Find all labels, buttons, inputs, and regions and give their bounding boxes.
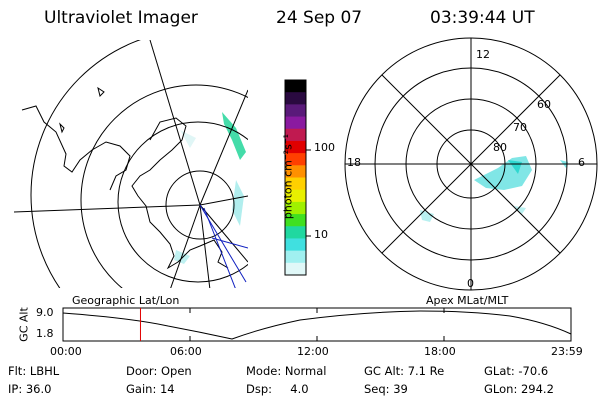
mode-value: Mode: Normal [246,364,327,378]
satellite-track [203,207,236,288]
xtick: 06:00 [170,345,202,358]
colorbar-band [285,262,306,276]
mlt-label-6: 6 [578,156,585,169]
coastline [131,117,229,270]
xtick: 18:00 [424,345,456,358]
colorbar-band [285,128,306,142]
aurora-patch [222,112,246,160]
geographic-map [14,40,248,288]
colorbar-band [285,189,306,203]
colorbar-band [285,116,306,130]
coastline [59,122,65,134]
timeline-ylabel: GC Alt [17,307,31,342]
altitude-curve [62,310,572,340]
colorbar-band [285,140,306,154]
altitude-timeline [62,307,572,342]
lat-label-60: 60 [537,98,551,111]
satellite-track [211,237,248,249]
apex-caption: Apex MLat/MLT [426,294,509,307]
ytick-low: 1.8 [36,327,54,340]
filter-value: Flt: LBHL [8,364,60,378]
colorbar-label: photon cm⁻²s⁻¹ [281,133,295,220]
glon-value: GLon: 294.2 [484,382,554,396]
colorbar-band [285,238,306,252]
lat-label-70: 70 [513,121,527,134]
colorbar-tick-100: 100 [314,141,335,154]
colorbar-band [285,201,306,215]
coastline [97,86,105,97]
colorbar-band [285,92,306,105]
aurora-patch [474,156,532,190]
xtick: 12:00 [297,345,329,358]
coastline [21,105,131,191]
mlt-label-18: 18 [347,156,361,169]
colorbar [284,79,311,276]
colorbar-tick-10: 10 [314,228,328,241]
colorbar-band [285,80,306,93]
ip-value: IP: 36.0 [8,382,52,396]
colorbar-band [285,153,306,166]
dsp-value: Dsp: 4.0 [246,382,309,396]
colorbar-band [285,250,306,264]
xtick: 00:00 [50,345,82,358]
gain-value: Gain: 14 [126,382,175,396]
date-label: 24 Sep 07 [276,8,363,28]
aurora-patch [514,206,526,214]
seq-value: Seq: 39 [364,382,408,396]
mlt-label-0: 0 [467,277,474,290]
aurora-patch [420,210,434,222]
time-label: 03:39:44 UT [430,8,535,28]
colorbar-band [285,177,306,191]
lat-label-80: 80 [493,141,507,154]
colorbar-band [285,214,306,227]
glat-value: GLat: -70.6 [484,364,549,378]
xtick: 23:59 [551,345,583,358]
mlt-label-12: 12 [476,48,490,61]
polar-plot [344,37,598,291]
aurora-patch [232,180,244,226]
colorbar-band [285,165,306,178]
colorbar-band [285,104,306,118]
geographic-caption: Geographic Lat/Lon [72,294,180,307]
colorbar-band [285,226,306,239]
gc-alt-value: GC Alt: 7.1 Re [364,364,445,378]
app-title: Ultraviolet Imager [44,8,198,28]
ytick-high: 9.0 [36,306,54,319]
door-value: Door: Open [126,364,192,378]
